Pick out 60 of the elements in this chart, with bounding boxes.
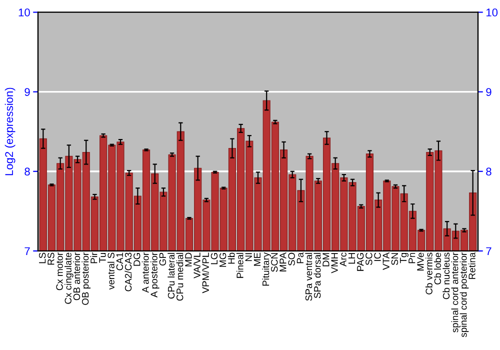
x-tick-label: IC: [374, 252, 381, 261]
x-tick-label: VPM/VPL: [202, 252, 209, 294]
x-tick-label: Pineal: [236, 252, 244, 278]
x-tick-label: Cb nucleus: [442, 252, 450, 300]
x-tick-label: DG: [134, 253, 140, 266]
x-tick-label: CPu medial: [176, 252, 184, 301]
x-tick-label: Cx cingulate: [64, 252, 74, 304]
y-tick-label: 9: [24, 88, 30, 96]
x-tick-label: RS: [48, 252, 54, 265]
x-tick-label: CA1: [116, 252, 124, 270]
x-tick-label: SPa ventral: [305, 252, 312, 301]
x-tick-label: A anterior: [142, 252, 149, 293]
x-tick-label: CA2/CA3: [124, 252, 132, 292]
x-tick-label: LH: [348, 253, 355, 264]
x-tick-label: Pir: [90, 252, 98, 264]
x-tick-label: Pn: [408, 252, 416, 264]
x-tick-label: MD: [185, 252, 192, 266]
x-tick-label: MVe: [417, 252, 424, 270]
x-tick-label: MG: [219, 253, 226, 267]
x-tick-label: VTA: [382, 252, 390, 270]
x-tick-label: spinal cord anterior: [451, 252, 460, 332]
x-tick-label: Cb lobe: [434, 252, 442, 284]
x-tick-label: ME: [254, 252, 260, 266]
x-tick-label: Retina: [468, 252, 476, 279]
x-tick-label: Cb vermis: [425, 252, 432, 294]
x-tick-label: CPu lateral: [168, 252, 175, 299]
x-tick-label: DM: [322, 253, 330, 266]
x-tick-label: SO: [288, 252, 295, 266]
x-tick-label: SC: [366, 252, 372, 266]
x-tick-label: VMH: [331, 253, 338, 274]
y2-tick-label: 9: [486, 88, 492, 96]
x-tick-label: PAG: [356, 253, 364, 271]
x-tick-label: Cx motor: [56, 252, 63, 290]
x-tick-label: OB anterior: [73, 252, 80, 300]
x-tick-label: NI: [245, 253, 252, 262]
y2-tick-label: 8: [486, 168, 492, 176]
x-tick-label: SN: [391, 253, 398, 266]
x-tick-label: LG: [210, 253, 218, 264]
x-tick-label: GP: [159, 252, 166, 266]
x-tick-label: SCN: [271, 253, 278, 272]
x-tick-label: ventral S: [108, 252, 114, 290]
x-tick-label: OB posterior: [82, 252, 91, 305]
x-tick-label: Tg: [400, 252, 408, 264]
x-tick-label: Tu: [99, 252, 106, 263]
x-tick-label: spinal cord posterior: [460, 252, 469, 338]
x-tick-label: LS: [39, 252, 46, 264]
x-tick-label: Arc: [340, 252, 346, 266]
x-tick-label: A posterior: [150, 252, 160, 298]
y2-tick-label: 7: [486, 247, 492, 255]
x-tick-label: Pituitary: [262, 252, 271, 286]
x-tick-label: Hb: [228, 252, 235, 264]
x-tick-label: SPa dorsal: [314, 252, 321, 298]
y-tick-label: 10: [18, 8, 30, 16]
y2-tick-label: 10: [486, 8, 498, 16]
y-axis-title: Log2 (expression): [4, 88, 16, 176]
y-tick-label: 7: [24, 247, 30, 255]
x-tick-label: MPA: [280, 252, 286, 272]
x-tick-label: Pa: [296, 252, 304, 264]
y-tick-label: 8: [24, 168, 30, 176]
x-tick-label: VA/VL: [193, 252, 200, 278]
